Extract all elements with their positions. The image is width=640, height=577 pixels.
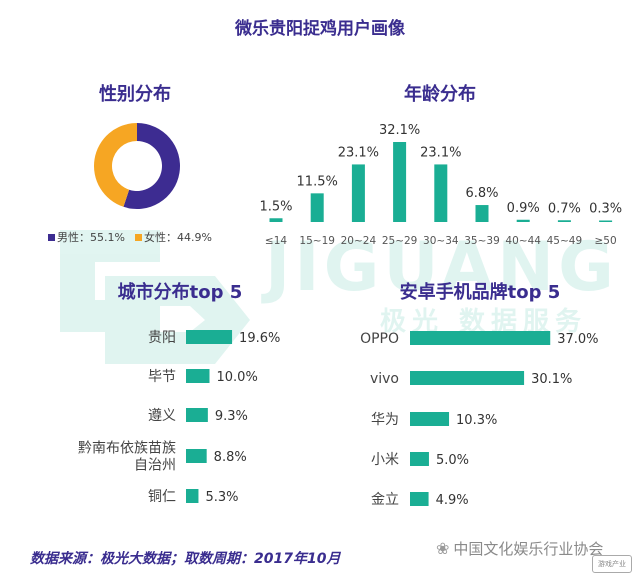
data-source-footer: 数据来源：极光大数据；取数周期：2017年10月 bbox=[30, 551, 341, 567]
legend-male: 男性：55.1% bbox=[48, 229, 125, 245]
legend-male-label: 男性：55.1% bbox=[57, 231, 125, 244]
brand-chart-title: 安卓手机品牌top 5 bbox=[399, 282, 561, 303]
age-chart-title: 年龄分布 bbox=[404, 84, 476, 105]
game-industry-logo: 游戏产业 bbox=[592, 555, 632, 573]
page-title: 微乐贵阳捉鸡用户画像 bbox=[235, 19, 405, 39]
watermark-brand: JIGUANG bbox=[261, 228, 618, 307]
wechat-icon: ❀ bbox=[436, 539, 450, 558]
wechat-label: 中国文化娱乐行业协会 bbox=[453, 540, 604, 558]
gender-legend: 男性：55.1% 女性：44.9% bbox=[48, 229, 212, 245]
game-logo-text: 游戏产业 bbox=[598, 560, 626, 568]
city-chart-title: 城市分布top 5 bbox=[117, 282, 243, 303]
gender-chart-title: 性别分布 bbox=[99, 84, 171, 105]
legend-female: 女性：44.9% bbox=[134, 229, 212, 245]
legend-female-label: 女性：44.9% bbox=[143, 231, 212, 244]
watermark-slogan: 极光 数据服务 bbox=[380, 307, 587, 337]
legend-male-swatch bbox=[48, 233, 55, 241]
wechat-source: ❀ 中国文化娱乐行业协会 bbox=[436, 538, 603, 559]
legend-female-swatch bbox=[134, 233, 142, 241]
